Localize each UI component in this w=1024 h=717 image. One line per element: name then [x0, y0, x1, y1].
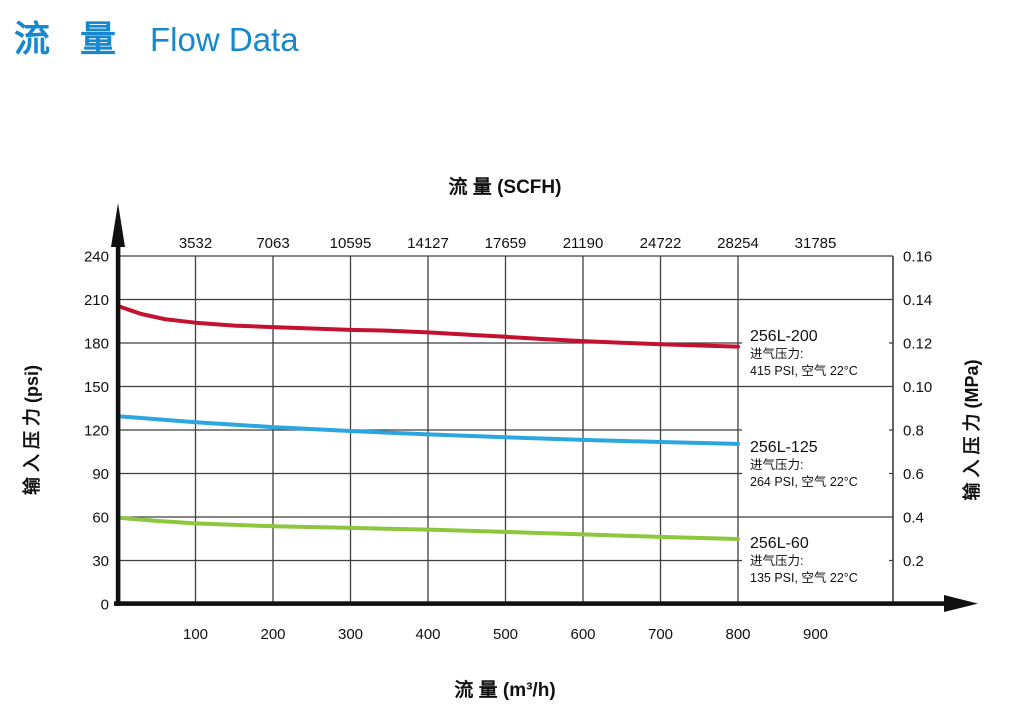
top-tick-label: 7063: [256, 235, 289, 252]
bottom-tick-label: 400: [415, 626, 440, 643]
left-tick-label: 180: [84, 336, 109, 353]
series-condition-label: 135 PSI, 空气 22°C: [750, 570, 858, 585]
page-title: 流 量 Flow Data: [14, 10, 299, 62]
series-name-label: 256L-60: [750, 535, 809, 552]
y-axis-line: [115, 222, 121, 606]
top-tick-label: 24722: [640, 235, 682, 252]
top-tick-label: 31785: [795, 235, 837, 252]
bottom-tick-label: 300: [338, 626, 363, 643]
right-tick-label: 0.12: [903, 336, 932, 353]
x-axis-arrow: [944, 595, 978, 612]
series-condition-label: 进气压力:: [750, 553, 803, 568]
top-tick-label: 14127: [407, 235, 449, 252]
right-tick-label: 0.16: [903, 249, 932, 266]
right-tick-label: 0.10: [903, 379, 932, 396]
series-condition-label: 进气压力:: [750, 346, 803, 361]
bottom-tick-label: 100: [183, 626, 208, 643]
top-axis-title: 流 量 (SCFH): [449, 175, 562, 198]
left-tick-label: 90: [92, 466, 109, 483]
series-label-box: [742, 522, 889, 589]
page-title-zh: 流 量: [14, 18, 127, 59]
series-condition-label: 264 PSI, 空气 22°C: [750, 474, 858, 489]
left-tick-label: 60: [92, 510, 109, 527]
right-tick-label: 0.14: [903, 292, 932, 309]
series-name-label: 256L-200: [750, 328, 818, 345]
right-tick-label: 0.6: [903, 466, 924, 483]
series-label-box: [742, 427, 889, 493]
bottom-tick-label: 600: [570, 626, 595, 643]
right-tick-label: 0.2: [903, 553, 924, 570]
series-label-box: [742, 318, 889, 385]
right-tick-label: 0.4: [903, 510, 924, 527]
series-name-label: 256L-125: [750, 439, 818, 456]
top-tick-label: 3532: [179, 235, 212, 252]
left-tick-label: 0: [101, 597, 109, 614]
top-tick-label: 28254: [717, 235, 759, 252]
y-axis-arrow: [111, 203, 125, 247]
left-axis-title: 输 入 压 力 (psi): [21, 365, 42, 495]
top-tick-label: 21190: [563, 235, 604, 252]
left-tick-label: 30: [92, 553, 109, 570]
bottom-tick-label: 800: [725, 626, 750, 643]
top-tick-label: 17659: [485, 235, 527, 252]
left-tick-label: 240: [84, 249, 109, 266]
series-curve-256L-200: [116, 304, 740, 349]
series-curve-256L-60: [116, 515, 740, 541]
bottom-tick-label: 700: [648, 626, 673, 643]
left-tick-label: 120: [84, 423, 109, 440]
bottom-tick-label: 500: [493, 626, 518, 643]
series-condition-label: 415 PSI, 空气 22°C: [750, 363, 858, 378]
left-tick-label: 150: [84, 379, 109, 396]
bottom-tick-label: 200: [260, 626, 285, 643]
top-tick-label: 10595: [330, 235, 372, 252]
bottom-axis-title: 流 量 (m³/h): [454, 678, 555, 701]
bottom-tick-label: 900: [803, 626, 828, 643]
series-curve-256L-125: [116, 414, 740, 446]
series-condition-label: 进气压力:: [750, 457, 803, 472]
page-title-en: Flow Data: [150, 21, 299, 58]
left-tick-label: 210: [84, 292, 109, 309]
right-axis-title: 输 入 压 力 (MPa): [961, 359, 982, 500]
x-axis-line: [114, 601, 944, 606]
right-tick-label: 0.8: [903, 423, 924, 440]
